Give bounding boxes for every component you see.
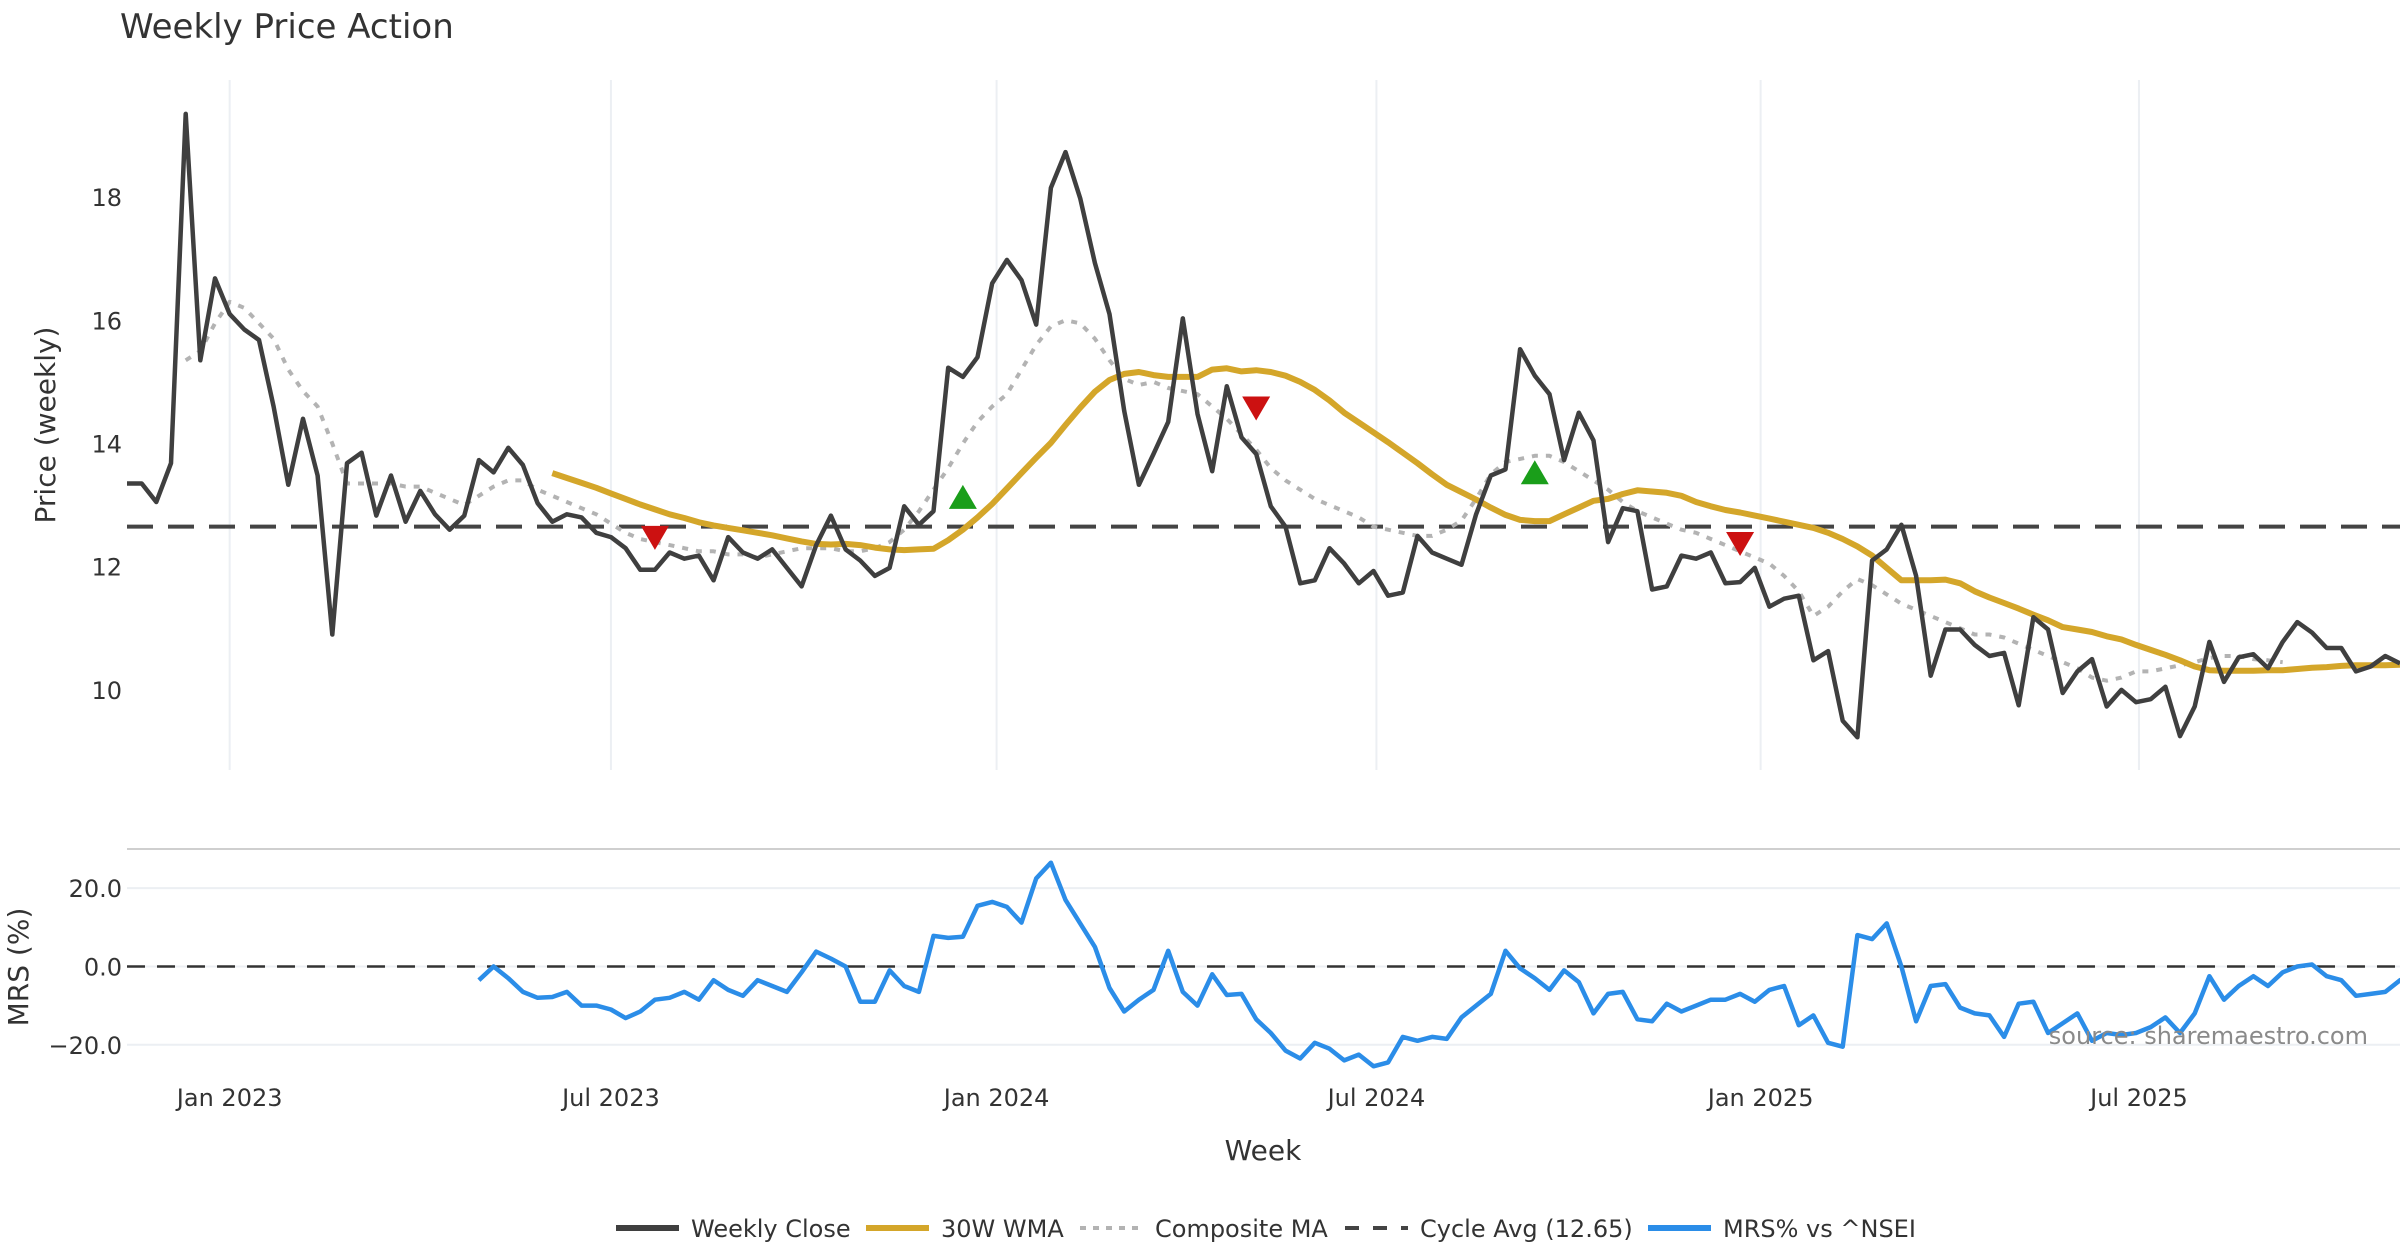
legend: Weekly Close 30W WMA Composite MA Cycle Avg…: [616, 1215, 1916, 1243]
price-y-tick-label: 14: [91, 430, 122, 458]
x-tick-label: Jan 2024: [942, 1084, 1050, 1112]
legend-item[interactable]: 30W WMA: [866, 1215, 1064, 1243]
x-tick-label: Jul 2025: [2088, 1084, 2188, 1112]
mrs-y-tick-label: 0.0: [84, 953, 122, 981]
x-tick-label: Jul 2024: [1326, 1084, 1426, 1112]
mrs-y-tick-labels: −20.0 0.0 20.0: [48, 875, 122, 1060]
mrs-y-tick-label: −20.0: [48, 1032, 122, 1060]
weekly-close-series: [127, 111, 2400, 740]
mrs-series: [477, 860, 2400, 1069]
x-axis-title: Week: [1225, 1134, 1302, 1167]
source-note: source: sharemaestro.com: [2049, 1022, 2368, 1050]
mrs-y-axis-title: MRS (%): [2, 908, 35, 1027]
x-tick-label: Jan 2025: [1706, 1084, 1814, 1112]
x-tick-label: Jan 2023: [175, 1084, 283, 1112]
x-tick-labels: Jan 2023 Jul 2023 Jan 2024 Jul 2024 Jan 2025…: [175, 1084, 2188, 1112]
legend-label: Cycle Avg (12.65): [1420, 1215, 1633, 1243]
data-point-marks: [127, 114, 2400, 1067]
composite-ma-series: [184, 299, 2283, 683]
sell-signal-marker: [1726, 532, 1755, 557]
price-y-tick-label: 18: [91, 184, 122, 212]
price-y-axis-title: Price (weekly): [29, 327, 62, 524]
legend-item[interactable]: MRS% vs ^NSEI: [1648, 1215, 1916, 1243]
legend-item[interactable]: Weekly Close: [616, 1215, 851, 1243]
signal-markers: [640, 396, 1755, 557]
price-y-tick-labels: 10 12 14 16 18: [91, 184, 122, 705]
sell-signal-marker: [1242, 396, 1271, 421]
buy-signal-marker: [948, 484, 977, 509]
legend-label: MRS% vs ^NSEI: [1723, 1215, 1916, 1243]
buy-signal-marker: [1520, 460, 1549, 485]
price-y-tick-label: 12: [91, 554, 122, 582]
legend-label: Composite MA: [1155, 1215, 1328, 1243]
chart-title: Weekly Price Action: [120, 7, 454, 47]
price-y-tick-label: 10: [91, 677, 122, 705]
legend-item[interactable]: Cycle Avg (12.65): [1345, 1215, 1633, 1243]
legend-label: 30W WMA: [941, 1215, 1064, 1243]
sell-signal-marker: [640, 525, 669, 550]
mrs-y-tick-label: 20.0: [69, 875, 122, 903]
legend-label: Weekly Close: [691, 1215, 851, 1243]
legend-item[interactable]: Composite MA: [1080, 1215, 1328, 1243]
price-gridlines: [228, 80, 2140, 770]
wma-30w-series: [551, 365, 2400, 674]
x-tick-label: Jul 2023: [560, 1084, 660, 1112]
price-y-tick-label: 16: [91, 307, 122, 335]
